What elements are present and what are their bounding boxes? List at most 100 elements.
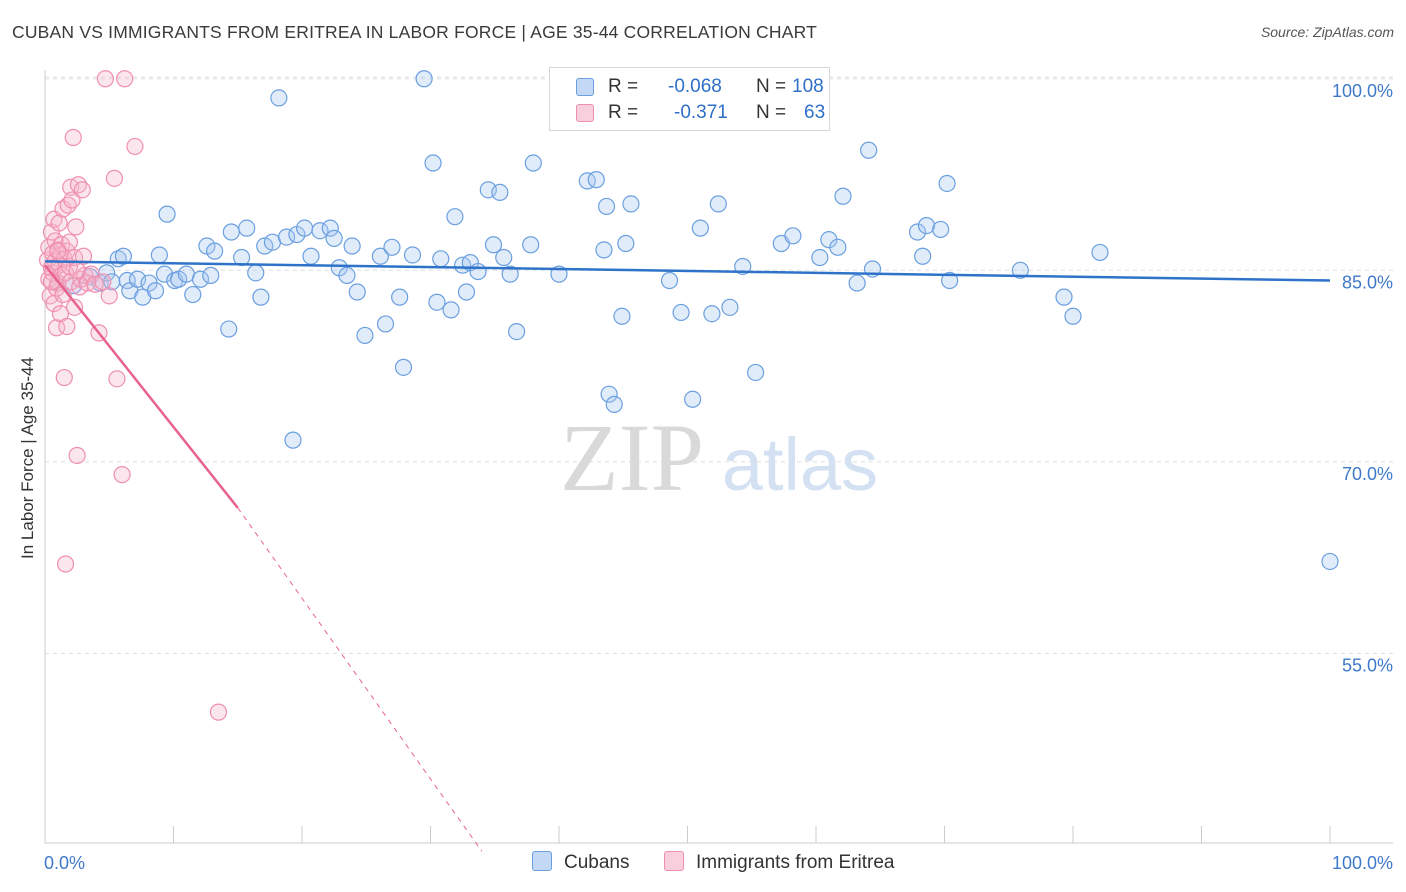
eritrea-point [49, 242, 67, 260]
cubans-point [191, 270, 210, 288]
cubans-point [917, 217, 936, 235]
eritrea-point [108, 370, 126, 388]
y-tick-label: 85.0% [1342, 272, 1393, 292]
series-eritrea [38, 70, 228, 721]
cubans-point [605, 395, 623, 413]
cubans-point [158, 205, 176, 223]
cubans-point [376, 315, 395, 333]
y-tick-label: 55.0% [1342, 655, 1393, 675]
cubans-point [356, 326, 374, 345]
legend-r-value: -0.371 [674, 102, 728, 123]
legend-r-value: -0.068 [668, 76, 722, 97]
legend-swatch-eritrea [576, 104, 594, 122]
cubans-point [491, 183, 509, 202]
cubans-point [150, 246, 168, 264]
cubans-point [522, 236, 540, 254]
cubans-point [495, 248, 513, 267]
cubans-point [524, 154, 542, 172]
cubans-point [597, 197, 616, 216]
legend-n-label: N = [756, 76, 787, 97]
legend-n-label: N = [756, 102, 787, 123]
eritrea-point [68, 446, 86, 465]
cubans-point [941, 271, 959, 290]
cubans-point [811, 248, 829, 267]
cubans-point [277, 228, 296, 246]
cubans-trend-line [44, 260, 1331, 282]
legend-r-label: R = [608, 76, 639, 97]
eritrea-point [100, 287, 118, 305]
cubans-point [1091, 243, 1109, 262]
cubans-point [383, 238, 401, 256]
y-axis-title: In Labor Force | Age 35-44 [18, 357, 37, 559]
cubans-point [343, 237, 361, 255]
cubans-point [222, 223, 240, 241]
cubans-point [834, 187, 852, 205]
eritrea-point [116, 70, 134, 88]
x-tick-label: 0.0% [44, 853, 85, 873]
legend-n-value: 63 [804, 102, 826, 123]
cubans-point [709, 195, 727, 213]
eritrea-point [58, 317, 76, 336]
cubans-point [784, 227, 802, 245]
eritrea-point [74, 247, 93, 265]
cubans-point [469, 262, 487, 281]
cubans-point [501, 265, 519, 283]
eritrea-point [73, 181, 91, 199]
cubans-point [622, 195, 640, 213]
cubans-point [415, 70, 433, 88]
cubans-point [932, 220, 950, 239]
cubans-point [432, 250, 450, 268]
legend-swatch-cubans [576, 78, 594, 96]
watermark: ZIP atlas [560, 404, 878, 511]
cubans-point [442, 301, 460, 319]
cubans-point [1055, 288, 1073, 306]
cubans-point [391, 288, 409, 306]
legend-n-value: 108 [792, 76, 824, 97]
cubans-point [270, 89, 288, 107]
cubans-point [206, 242, 224, 260]
source-label: Source: ZipAtlas.com [1260, 24, 1394, 40]
bottom-label-eritrea: Immigrants from Eritrea [696, 852, 895, 873]
eritrea-point [126, 137, 144, 156]
eritrea-point [50, 214, 68, 232]
cubans-point [617, 234, 635, 253]
eritrea-point [64, 128, 82, 147]
bottom-swatch-cubans [532, 851, 552, 871]
cubans-point [424, 154, 442, 172]
cubans-point [302, 247, 320, 265]
axes [44, 70, 1393, 844]
stats-legend: R = -0.068 N = 108 R = -0.371 N = 63 [549, 67, 830, 131]
cubans-point [703, 305, 721, 323]
eritrea-point [60, 233, 79, 251]
cubans-point [238, 219, 256, 237]
cubans-point [146, 282, 165, 300]
trend-lines [44, 260, 1331, 852]
watermark-atlas: atlas [722, 423, 878, 506]
cubans-point [202, 266, 220, 285]
tick-labels: 55.0% 70.0% 85.0% 100.0% 0.0% 100.0% [44, 81, 1393, 873]
cubans-point [938, 174, 956, 193]
bottom-swatch-eritrea [664, 851, 684, 871]
eritrea-point [94, 273, 112, 291]
bottom-label-cubans: Cubans [564, 852, 630, 873]
cubans-point [691, 219, 709, 237]
cubans-point [220, 320, 238, 338]
cubans-point [247, 264, 265, 282]
cubans-point [394, 358, 413, 376]
cubans-point [284, 431, 302, 449]
cubans-point [428, 293, 446, 311]
eritrea-point [63, 191, 81, 209]
cubans-point [914, 247, 932, 265]
eritrea-point [113, 466, 131, 484]
cubans-point [295, 219, 314, 237]
cubans-point [595, 241, 613, 259]
cubans-point [338, 266, 356, 285]
cubans-point [848, 274, 866, 292]
cubans-point [860, 141, 878, 159]
y-tick-label: 70.0% [1342, 464, 1393, 484]
eritrea-point [105, 169, 123, 187]
cubans-point [325, 229, 343, 247]
legend-r-label: R = [608, 102, 639, 123]
cubans-point [908, 223, 927, 241]
